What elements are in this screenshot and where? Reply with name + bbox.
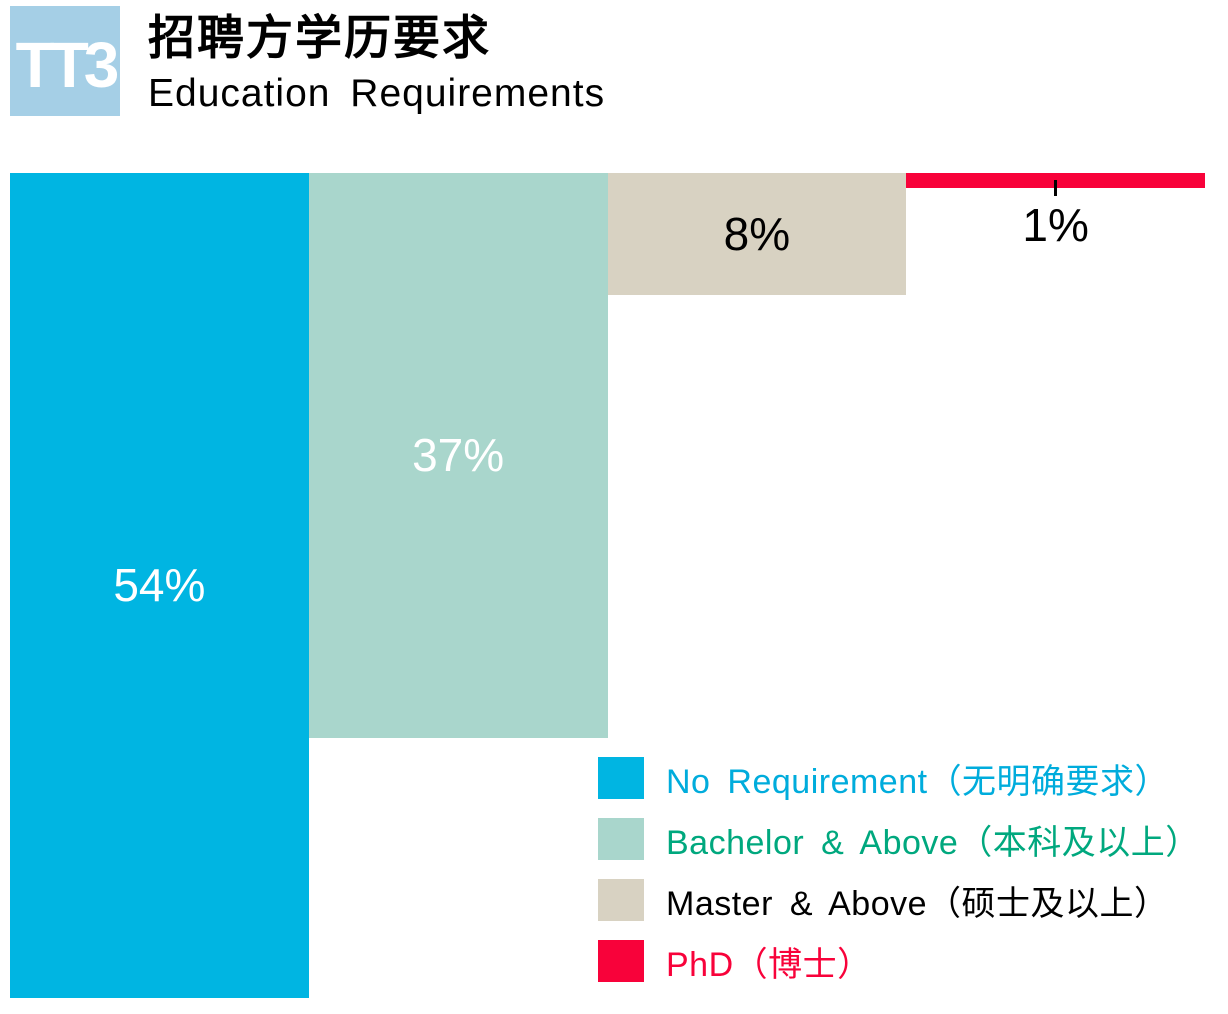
legend-swatch xyxy=(598,879,644,921)
tt3-logo: TT3 xyxy=(10,6,120,116)
page-title: 招聘方学历要求 xyxy=(148,11,491,64)
leader-tick xyxy=(1054,180,1058,197)
bar-value-label: 54% xyxy=(113,559,206,612)
bar-1-no-requirement xyxy=(10,173,309,998)
bar-value-label: 1% xyxy=(1022,199,1089,252)
bar-2-bachelor xyxy=(308,173,608,738)
bar-value-label: 37% xyxy=(412,429,505,482)
tt3-logo-text: TT3 xyxy=(15,29,120,101)
legend-swatch xyxy=(598,757,644,799)
page-subtitle: Education Requirements xyxy=(148,71,606,115)
title-block: 招聘方学历要求 Education Requirements xyxy=(148,12,605,116)
legend-swatch xyxy=(598,940,644,982)
legend-item-1: No Requirement（无明确要求） xyxy=(598,757,1200,801)
legend-label: Bachelor & Above（本科及以上） xyxy=(666,823,1200,862)
legend-item-2: Bachelor & Above（本科及以上） xyxy=(598,818,1200,862)
bar-chart: 54% 37% 8% 1% xyxy=(10,173,1206,1014)
header: TT3 招聘方学历要求 Education Requirements xyxy=(0,0,1228,140)
legend-label: Master & Above（硕士及以上） xyxy=(666,884,1169,923)
legend-item-4: PhD（博士） xyxy=(598,940,1200,984)
bar-3-master xyxy=(607,173,907,296)
legend-swatch xyxy=(598,818,644,860)
legend-label: No Requirement（无明确要求） xyxy=(666,762,1170,801)
legend: No Requirement（无明确要求） Bachelor & Above（本科… xyxy=(598,757,1200,1001)
legend-label: PhD（博士） xyxy=(666,945,872,984)
legend-item-3: Master & Above（硕士及以上） xyxy=(598,879,1200,923)
bar-value-label: 8% xyxy=(723,208,791,261)
